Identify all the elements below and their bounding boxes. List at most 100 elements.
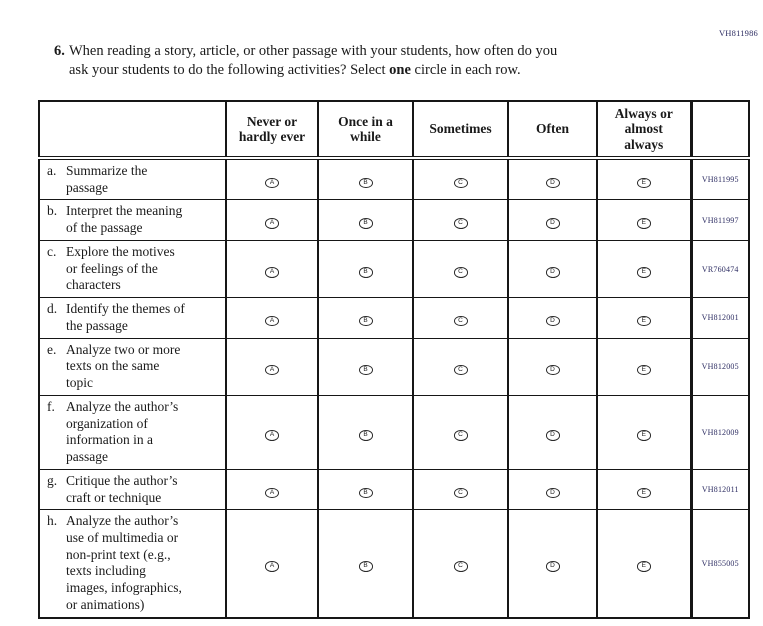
- row-code: VR760474: [689, 239, 750, 299]
- option-cell: B: [317, 297, 414, 339]
- option-cell: A: [225, 337, 319, 396]
- table-row: b. Interpret the meaning of the passage …: [38, 199, 750, 241]
- row-label-cell: c. Explore the motives or feelings of th…: [38, 239, 227, 299]
- option-bubble-c[interactable]: C: [453, 267, 468, 278]
- option-cell: C: [412, 199, 509, 241]
- header-row: Never or hardly ever Once in a while Som…: [38, 100, 750, 160]
- row-code: VH812011: [689, 468, 750, 511]
- row-code: VH812001: [689, 297, 750, 339]
- option-bubble-c[interactable]: C: [453, 561, 468, 572]
- option-bubble-a[interactable]: A: [265, 430, 279, 441]
- question-number: 6.: [54, 43, 65, 59]
- row-label: Interpret the meaning of the passage: [66, 203, 183, 236]
- option-cell: A: [225, 199, 319, 241]
- option-bubble-c[interactable]: C: [453, 315, 468, 327]
- option-bubble-b[interactable]: B: [358, 561, 373, 572]
- option-bubble-d[interactable]: D: [545, 364, 560, 376]
- option-bubble-d[interactable]: D: [545, 487, 560, 499]
- option-bubble-c[interactable]: C: [453, 364, 468, 376]
- option-bubble-a[interactable]: A: [265, 218, 279, 229]
- option-cell: C: [412, 468, 509, 511]
- question-text: When reading a story, article, or other …: [69, 42, 557, 80]
- option-cell: D: [507, 509, 598, 619]
- header-sometimes: Sometimes: [412, 100, 509, 160]
- table-row: c. Explore the motives or feelings of th…: [38, 239, 750, 299]
- option-bubble-b[interactable]: B: [358, 487, 373, 499]
- option-cell: A: [225, 394, 319, 470]
- option-bubble-e[interactable]: E: [636, 364, 651, 376]
- option-bubble-e[interactable]: E: [636, 487, 651, 499]
- option-bubble-c[interactable]: C: [453, 177, 468, 189]
- option-bubble-b[interactable]: B: [358, 177, 373, 189]
- option-bubble-a[interactable]: A: [265, 487, 279, 499]
- option-cell: B: [317, 468, 414, 511]
- header-blank-code-col: [689, 100, 750, 160]
- header-once-in-a-while: Once in a while: [317, 100, 414, 160]
- table-row: g. Critique the author’s craft or techni…: [38, 468, 750, 511]
- question-text-part2: circle in each row.: [410, 61, 521, 78]
- option-cell: D: [507, 394, 598, 470]
- row-label-cell: e. Analyze two or more texts on the same…: [38, 337, 227, 396]
- row-label-cell: b. Interpret the meaning of the passage: [38, 199, 227, 241]
- option-cell: B: [317, 157, 414, 201]
- option-cell: C: [412, 509, 509, 619]
- option-cell: E: [596, 239, 692, 299]
- header-always-or-almost-always: Always or almost always: [596, 100, 692, 160]
- option-bubble-c[interactable]: C: [453, 487, 468, 499]
- option-bubble-b[interactable]: B: [358, 430, 373, 441]
- option-bubble-a[interactable]: A: [265, 177, 279, 189]
- option-bubble-d[interactable]: D: [545, 315, 560, 327]
- table-header: Never or hardly ever Once in a while Som…: [38, 100, 750, 160]
- option-bubble-b[interactable]: B: [358, 315, 373, 327]
- question-bold-word: one: [389, 61, 411, 78]
- option-bubble-d[interactable]: D: [545, 218, 560, 229]
- option-bubble-d[interactable]: D: [545, 267, 560, 278]
- option-bubble-c[interactable]: C: [453, 218, 468, 229]
- option-bubble-e[interactable]: E: [636, 177, 651, 189]
- option-cell: B: [317, 337, 414, 396]
- option-bubble-b[interactable]: B: [358, 364, 373, 376]
- option-bubble-d[interactable]: D: [545, 177, 560, 189]
- option-bubble-b[interactable]: B: [358, 267, 373, 278]
- option-bubble-e[interactable]: E: [636, 315, 651, 327]
- option-bubble-d[interactable]: D: [545, 561, 560, 572]
- option-cell: D: [507, 468, 598, 511]
- option-bubble-d[interactable]: D: [545, 430, 560, 441]
- option-bubble-b[interactable]: B: [358, 218, 373, 229]
- row-label-cell: g. Critique the author’s craft or techni…: [38, 468, 227, 511]
- option-bubble-e[interactable]: E: [636, 561, 651, 572]
- table-body: a. Summarize the passage A B C D E VH811…: [38, 157, 750, 619]
- row-label-cell: f. Analyze the author’s organization of …: [38, 394, 227, 470]
- row-label: Analyze the author’s organization of inf…: [66, 398, 179, 465]
- option-bubble-e[interactable]: E: [636, 218, 651, 229]
- option-bubble-e[interactable]: E: [636, 267, 651, 278]
- option-bubble-a[interactable]: A: [265, 267, 279, 278]
- row-code: VH855005: [689, 509, 750, 619]
- row-code: VH811995: [689, 157, 750, 201]
- option-cell: A: [225, 297, 319, 339]
- row-letter: c.: [47, 243, 57, 259]
- option-bubble-a[interactable]: A: [265, 561, 279, 572]
- option-bubble-a[interactable]: A: [265, 364, 279, 376]
- option-bubble-a[interactable]: A: [265, 315, 279, 327]
- row-letter: e.: [47, 341, 57, 357]
- row-label: Identify the themes of the passage: [66, 301, 185, 333]
- row-label: Analyze two or more texts on the same to…: [66, 341, 181, 391]
- row-label: Explore the motives or feelings of the c…: [66, 243, 175, 293]
- option-cell: E: [596, 509, 692, 619]
- option-cell: E: [596, 157, 692, 201]
- row-letter: b.: [47, 203, 58, 219]
- table-row: d. Identify the themes of the passage A …: [38, 297, 750, 339]
- option-cell: D: [507, 199, 598, 241]
- option-cell: C: [412, 394, 509, 470]
- option-cell: B: [317, 394, 414, 470]
- option-bubble-e[interactable]: E: [636, 430, 651, 441]
- option-bubble-c[interactable]: C: [453, 430, 468, 441]
- table-row: f. Analyze the author’s organization of …: [38, 394, 750, 470]
- option-cell: A: [225, 157, 319, 201]
- option-cell: A: [225, 239, 319, 299]
- option-cell: C: [412, 157, 509, 201]
- row-letter: h.: [47, 513, 58, 529]
- option-cell: C: [412, 297, 509, 339]
- option-cell: C: [412, 239, 509, 299]
